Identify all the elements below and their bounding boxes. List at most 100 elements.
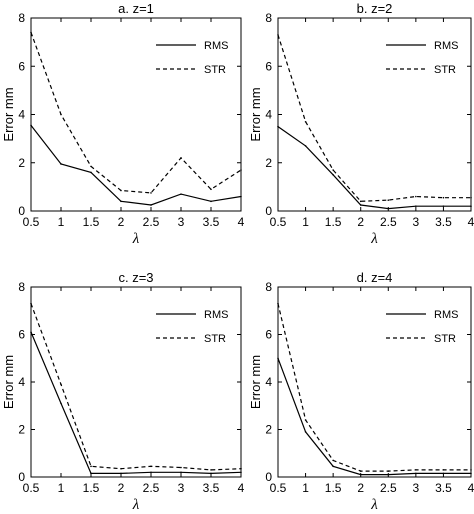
data-point-rms — [359, 473, 362, 476]
data-point-str — [210, 469, 212, 471]
data-point-rms — [120, 472, 122, 475]
data-point-str — [359, 200, 362, 203]
x-tick-label: 4 — [238, 215, 245, 229]
legend-label-rms: RMS — [434, 40, 458, 52]
y-tick-label: 6 — [265, 328, 272, 342]
x-tick-label: 2 — [357, 215, 364, 229]
x-tick-label: 0.5 — [270, 215, 287, 229]
y-axis-label: Error mm — [248, 87, 263, 141]
data-point-str — [442, 469, 445, 471]
data-point-str — [60, 113, 62, 116]
data-point-str — [332, 169, 334, 171]
x-tick-label: 0.5 — [23, 481, 40, 495]
x-tick-label: 4 — [468, 215, 474, 229]
data-point-str — [442, 196, 445, 199]
x-tick-label: 2 — [118, 481, 125, 495]
data-point-rms — [120, 200, 122, 203]
data-point-str — [470, 196, 472, 199]
y-tick-label: 0 — [265, 470, 272, 484]
series-line-rms — [30, 331, 242, 475]
data-point-str — [470, 469, 472, 471]
legend-label-rms: RMS — [434, 309, 458, 321]
y-tick-label: 8 — [18, 280, 25, 294]
x-tick-label: 0.5 — [270, 481, 287, 495]
x-tick-label: 2 — [357, 481, 364, 495]
data-point-str — [387, 199, 390, 201]
data-point-rms — [387, 473, 390, 476]
data-point-str — [304, 120, 307, 123]
x-tick-label: 1 — [302, 481, 309, 495]
y-axis-label: Error mm — [1, 87, 16, 141]
y-tick-label: 6 — [18, 328, 25, 342]
legend-label-str: STR — [204, 333, 226, 345]
series-line-str — [30, 303, 242, 471]
y-tick-label: 6 — [265, 59, 272, 73]
data-point-rms — [387, 207, 390, 210]
series-line-str — [277, 303, 471, 472]
data-point-rms — [332, 465, 334, 468]
x-tick-label: 2.5 — [143, 481, 160, 495]
data-point-rms — [150, 471, 152, 474]
y-tick-label: 2 — [265, 423, 272, 437]
legend-label-str: STR — [434, 64, 456, 76]
data-point-rms — [442, 472, 445, 475]
x-tick-label: 1.5 — [83, 215, 100, 229]
x-tick-label: 4 — [238, 481, 245, 495]
y-tick-label: 2 — [265, 156, 272, 170]
y-tick-label: 6 — [18, 59, 25, 73]
data-point-rms — [415, 472, 417, 475]
y-axis-label: Error mm — [1, 355, 16, 409]
x-tick-label: 2 — [118, 215, 125, 229]
data-point-str — [30, 302, 32, 305]
y-tick-label: 8 — [265, 11, 272, 25]
y-tick-label: 8 — [18, 11, 25, 25]
data-point-rms — [150, 204, 152, 206]
data-point-rms — [60, 402, 62, 405]
legend-label-rms: RMS — [204, 40, 228, 52]
x-tick-label: 4 — [468, 481, 474, 495]
y-tick-label: 4 — [265, 375, 272, 389]
data-point-str — [150, 192, 152, 194]
x-tick-label: 3 — [178, 215, 185, 229]
y-tick-label: 0 — [265, 204, 272, 218]
series-line-rms — [277, 358, 471, 476]
data-point-str — [120, 467, 122, 470]
y-tick-label: 4 — [18, 375, 25, 389]
data-point-rms — [90, 472, 92, 475]
data-point-rms — [277, 357, 279, 360]
x-tick-label: 3.5 — [435, 481, 452, 495]
data-point-str — [30, 31, 32, 34]
x-tick-label: 1 — [58, 215, 65, 229]
legend-label-str: STR — [434, 333, 456, 345]
data-point-rms — [470, 205, 472, 207]
y-tick-label: 2 — [18, 156, 25, 170]
x-tick-label: 0.5 — [23, 215, 40, 229]
x-axis-label: λ — [370, 497, 378, 513]
data-point-str — [277, 34, 279, 36]
data-point-str — [304, 419, 307, 421]
data-point-rms — [332, 174, 334, 176]
data-point-str — [180, 157, 182, 159]
panel-3: 0.5 1 1.5 2 2.5 3 3.5 4 0 2 4 6 8 c. z=3 λ Error mm RMS S… — [1, 270, 245, 513]
data-point-rms — [304, 145, 307, 147]
x-tick-label: 2.5 — [380, 481, 397, 495]
y-tick-label: 4 — [265, 108, 272, 122]
data-point-rms — [210, 200, 212, 203]
data-point-rms — [277, 125, 279, 128]
y-tick-label: 2 — [18, 423, 25, 437]
data-point-str — [332, 459, 334, 462]
panel-title: c. z=3 — [118, 270, 153, 285]
data-point-rms — [210, 472, 212, 475]
data-point-rms — [415, 205, 417, 207]
panel-title: d. z=4 — [357, 270, 393, 285]
x-tick-label: 1 — [302, 215, 309, 229]
data-point-str — [90, 165, 92, 168]
data-point-str — [150, 465, 152, 468]
data-point-str — [60, 383, 62, 386]
data-point-rms — [90, 171, 92, 174]
data-point-rms — [359, 204, 362, 206]
data-point-str — [240, 467, 242, 470]
panel-1: 0.5 1 1.5 2 2.5 3 3.5 4 0 2 4 6 8 a. z=1 λ Error mm RMS S… — [1, 1, 245, 247]
data-point-rms — [470, 472, 472, 475]
